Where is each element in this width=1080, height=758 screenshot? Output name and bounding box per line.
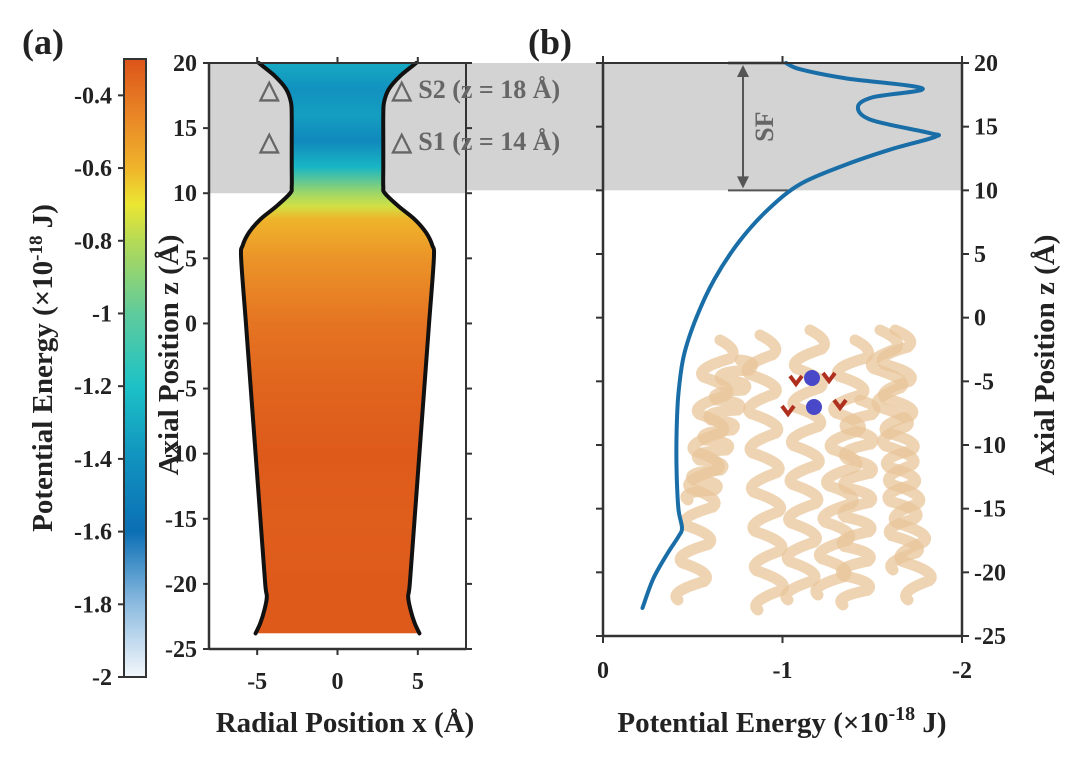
y-tick-label-b: 5	[974, 242, 986, 268]
x-tick-label-b: -1	[773, 658, 793, 684]
x-axis-title-a: Radial Position x (Å)	[216, 707, 475, 739]
residue-stick	[832, 398, 848, 412]
x-axis-title-b: Potential Energy (×10-18 J)	[617, 703, 946, 739]
annotation-s2: △ S2 (z = 18 Å)	[391, 75, 560, 104]
x-axis-title-b-base: Potential Energy (×10	[617, 707, 888, 739]
colorbar-tick-label: -1.2	[74, 374, 112, 400]
pore-wall-left	[238, 61, 294, 636]
y-tick-label-b: 0	[974, 306, 986, 332]
colorbar-tick-label: -1	[92, 301, 112, 327]
colorbar: -0.4 -0.6 -0.8 -1 -1.2 -1.4 -1.6 -1.8 -2 Potenti…	[26, 58, 147, 691]
colorbar-bar	[123, 58, 147, 678]
sf-arrow-head-bottom	[737, 176, 750, 189]
panel-b: SF 20 15 10 5 0 -5 -10 -15 -20 -25 0 -1 -2 Potential…	[596, 51, 1061, 739]
protein-helix	[835, 394, 881, 611]
residue-stick	[780, 404, 796, 418]
y-tick-label-a: 5	[185, 246, 197, 272]
axes-b: 20 15 10 5 0 -5 -10 -15 -20 -25 0 -1 -2	[596, 51, 1006, 684]
y-tick-label-a: 0	[185, 311, 197, 337]
y-tick-label-b: -25	[974, 624, 1006, 650]
ion-sphere	[804, 370, 820, 386]
annotation-triangle: △	[258, 127, 280, 156]
colorbar-tick-label: -0.6	[74, 156, 112, 182]
selectivity-filter-shading-bridge	[466, 63, 603, 191]
colorbar-tick-label: -2	[92, 665, 112, 691]
sf-arrow-head-top	[737, 65, 750, 77]
ion-sphere	[806, 399, 822, 415]
x-axis-title-b-exp: -18	[888, 703, 915, 725]
y-tick-label-a: -15	[165, 507, 197, 533]
series-line-potential-energy	[640, 61, 942, 610]
x-axis-title-b-tail: J)	[915, 707, 946, 739]
annotation-s1: △ S1 (z = 14 Å)	[391, 127, 560, 156]
y-tick-label-a: 15	[173, 116, 197, 142]
annotation-triangle: △	[258, 75, 280, 104]
colorbar-label-base: Potential Energy (×10	[27, 261, 59, 532]
sf-label: SF	[750, 111, 779, 141]
x-tick-label-a: 0	[332, 669, 344, 695]
protein-helix	[810, 334, 874, 601]
y-tick-label-b: 10	[974, 178, 998, 204]
y-tick-label-a: -10	[165, 442, 197, 468]
y-tick-label-b: 20	[974, 51, 998, 77]
x-tick-label-b: 0	[597, 658, 609, 684]
protein-structure-inset	[670, 324, 937, 616]
x-tick-label-a: -5	[247, 669, 267, 695]
residue-stick	[788, 374, 804, 388]
y-tick-label-b: -10	[974, 433, 1006, 459]
y-tick-label-a: -25	[165, 637, 197, 663]
y-axis-title-b: Axial Position z (Å)	[1029, 235, 1061, 476]
colorbar-tick-label: -1.8	[74, 592, 112, 618]
protein-helix	[741, 329, 789, 616]
x-tick-label-a: 5	[412, 669, 424, 695]
y-tick-label-a: 20	[173, 51, 197, 77]
protein-helix	[680, 354, 758, 506]
y-axis-title-a: Axial Position z (Å)	[153, 235, 185, 476]
colorbar-label-exp: -18	[26, 236, 47, 261]
colorbar-tick-label: -1.6	[74, 520, 112, 546]
colorbar-tick-label: -1.4	[74, 447, 112, 473]
y-tick-label-a: -20	[165, 572, 197, 598]
x-tick-label-b: -2	[952, 658, 972, 684]
colorbar-label: Potential Energy (×10-18 J)	[26, 204, 59, 532]
y-tick-label-b: -20	[974, 560, 1006, 586]
colorbar-ticks: -0.4 -0.6 -0.8 -1 -1.2 -1.4 -1.6 -1.8 -2	[74, 83, 124, 691]
panel-label-a: (a)	[22, 22, 64, 62]
colorbar-tick-label: -0.4	[74, 83, 112, 109]
y-tick-label-a: 10	[173, 181, 197, 207]
protein-helix	[876, 324, 924, 576]
panel-label-b: (b)	[528, 22, 572, 62]
colorbar-tick-label: -0.8	[74, 229, 112, 255]
y-tick-label-b: -15	[974, 497, 1006, 523]
residue-stick	[821, 371, 837, 385]
colorbar-label-tail: J)	[27, 204, 59, 235]
axes-a: 20 15 10 5 0 -5 -10 -15 -20 -25 -5 0 5	[165, 51, 472, 695]
y-tick-label-b: 15	[974, 115, 998, 141]
pore-wall-right	[381, 61, 437, 636]
binding-site-annotations: △ △ △ S2 (z = 18 Å) △ S1 (z = 14 Å)	[258, 75, 560, 156]
y-tick-label-b: -5	[974, 369, 994, 395]
y-tick-label-a: -5	[177, 377, 197, 403]
panel-a: 20 15 10 5 0 -5 -10 -15 -20 -25 -5 0 5 △ △ △ S2 (z = 1…	[153, 51, 603, 739]
